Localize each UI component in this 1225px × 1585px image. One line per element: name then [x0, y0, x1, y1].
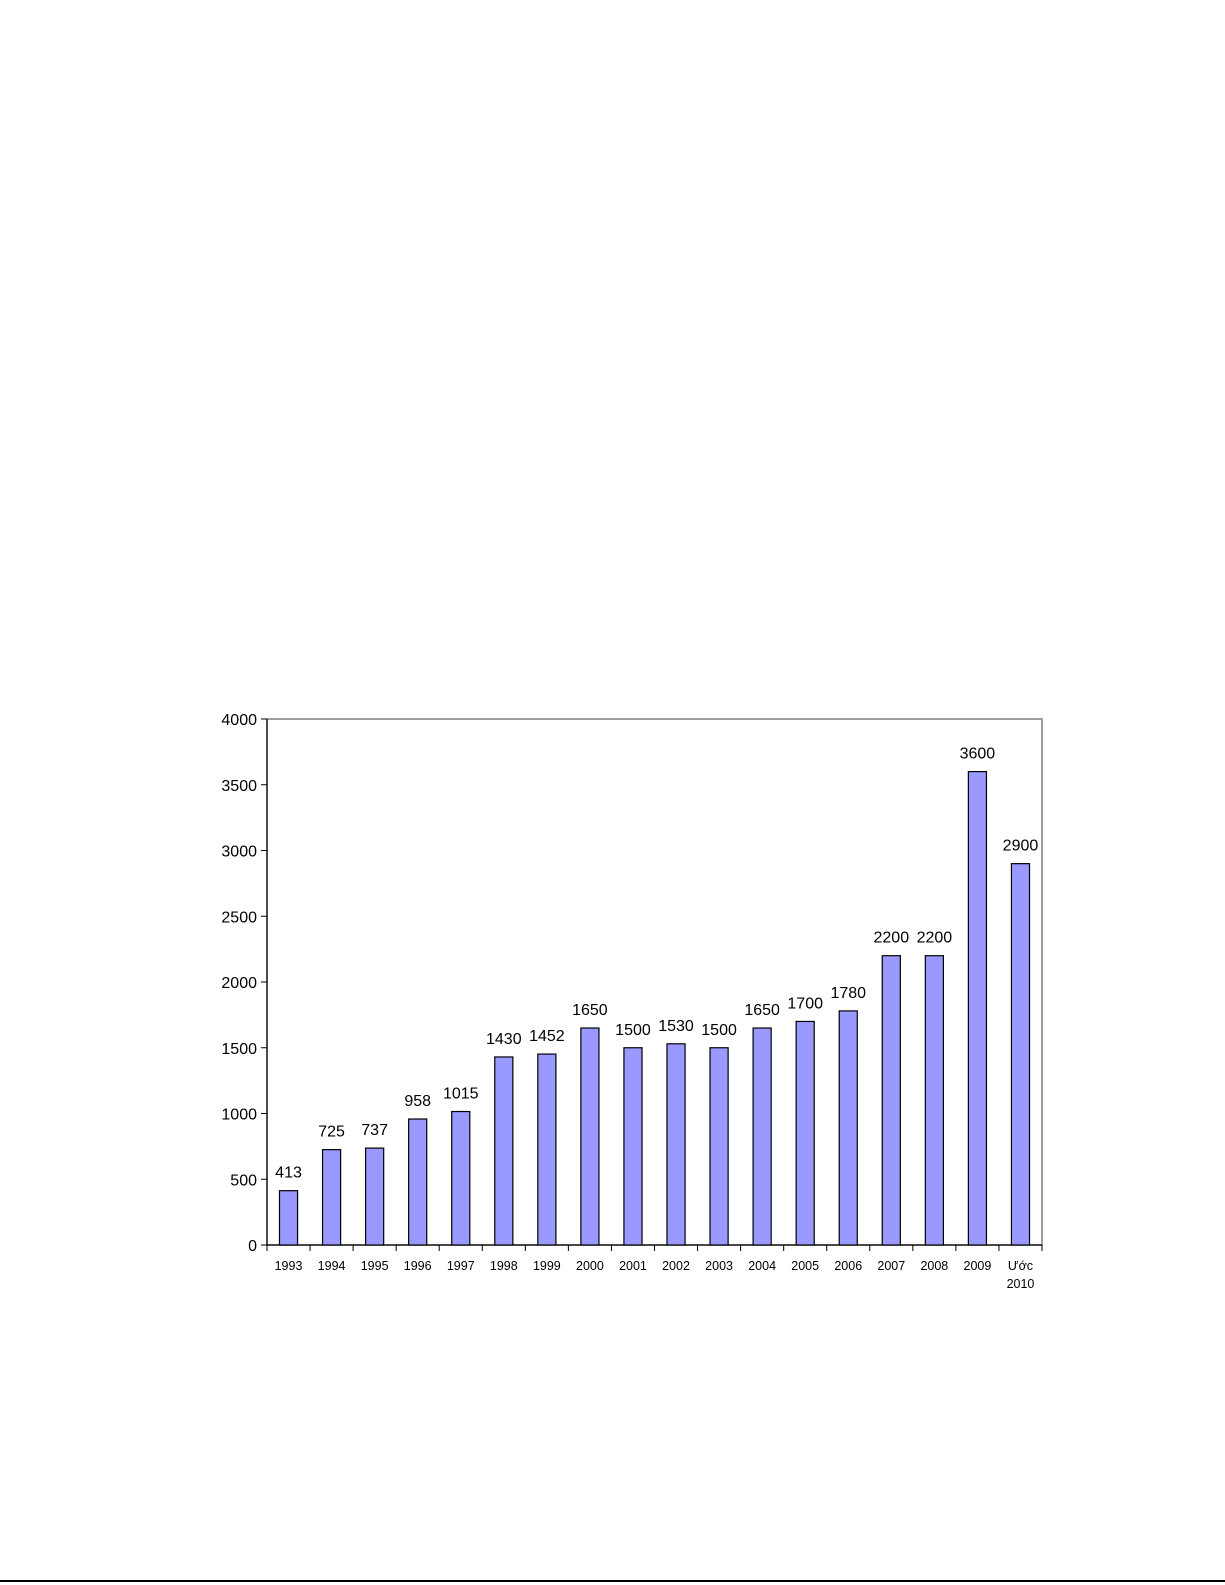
bar	[967, 770, 988, 1246]
x-tick-label: 2006	[834, 1259, 862, 1273]
data-label: 1500	[615, 1022, 651, 1039]
x-tick-label: 2005	[791, 1259, 819, 1273]
data-label: 725	[318, 1124, 345, 1141]
x-tick-label: 2001	[619, 1259, 647, 1273]
y-tick-label: 2000	[221, 975, 257, 992]
page-bottom-rule	[0, 1580, 1225, 1582]
y-tick-label: 3500	[221, 778, 257, 795]
data-label: 1780	[830, 985, 866, 1002]
y-axis: 0 500 1000 1500 2000 2500 3000 3500 4000	[221, 712, 268, 1255]
x-tick-label: 1997	[447, 1259, 475, 1273]
data-label: 958	[404, 1093, 431, 1110]
bar	[537, 1053, 557, 1246]
x-tick-label: 2009	[964, 1259, 992, 1273]
bar	[623, 1047, 643, 1246]
x-tick-label: 1994	[318, 1259, 346, 1273]
x-tick-label: 2004	[748, 1259, 776, 1273]
y-tick-label: 2500	[221, 909, 257, 926]
bar	[494, 1056, 514, 1246]
bars	[278, 770, 1031, 1246]
data-label: 3600	[960, 746, 996, 763]
x-tick-label: 1993	[275, 1259, 303, 1273]
x-tick-label: 1995	[361, 1259, 389, 1273]
bar	[278, 1190, 299, 1246]
bar	[451, 1110, 471, 1246]
bar	[364, 1147, 385, 1246]
bar	[752, 1027, 772, 1246]
data-label: 413	[275, 1165, 302, 1182]
x-tick-label: 1999	[533, 1259, 561, 1273]
x-tick-label: 1998	[490, 1259, 518, 1273]
data-label: 2200	[874, 930, 910, 947]
data-label: 2900	[1003, 838, 1039, 855]
y-tick-label: 0	[248, 1238, 257, 1255]
bar	[709, 1047, 729, 1246]
data-label: 1430	[486, 1031, 522, 1048]
data-label: 1015	[443, 1086, 479, 1103]
x-axis: 1993 1994 1995 1996 1997 1998 1999 2000 2001 2002…	[266, 1244, 1043, 1291]
y-tick-label: 1000	[221, 1107, 257, 1124]
x-tick-label: Ước 2010	[1007, 1259, 1035, 1291]
x-tick-label: 2002	[662, 1259, 690, 1273]
data-label: 1650	[744, 1002, 780, 1019]
data-label: 1700	[787, 995, 823, 1012]
x-tick-label: 2007	[877, 1259, 905, 1273]
bar	[881, 955, 901, 1246]
y-tick-label: 4000	[221, 712, 257, 729]
bar	[666, 1043, 686, 1246]
data-label: 737	[361, 1122, 388, 1139]
data-label: 1650	[572, 1002, 608, 1019]
data-label: 2200	[917, 930, 953, 947]
bar	[408, 1118, 428, 1246]
x-tick-label: 2003	[705, 1259, 733, 1273]
bar	[838, 1010, 858, 1246]
data-label: 1530	[658, 1018, 694, 1035]
data-labels: 413 725 737 958 1015 1430 1452 1650 1500 1530 1500…	[275, 746, 1038, 1182]
plot-area	[266, 718, 1043, 1246]
bar	[580, 1027, 600, 1246]
bar	[924, 955, 945, 1246]
data-label: 1500	[701, 1022, 737, 1039]
bar	[321, 1149, 342, 1246]
x-tick-label: 2008	[920, 1259, 948, 1273]
y-tick-label: 500	[230, 1172, 257, 1189]
data-label: 1452	[529, 1028, 565, 1045]
x-tick-label: 2000	[576, 1259, 604, 1273]
y-tick-label: 3000	[221, 844, 257, 861]
x-tick-label: 1996	[404, 1259, 432, 1273]
bar	[795, 1020, 815, 1246]
bar	[1010, 863, 1031, 1246]
y-tick-label: 1500	[221, 1041, 257, 1058]
